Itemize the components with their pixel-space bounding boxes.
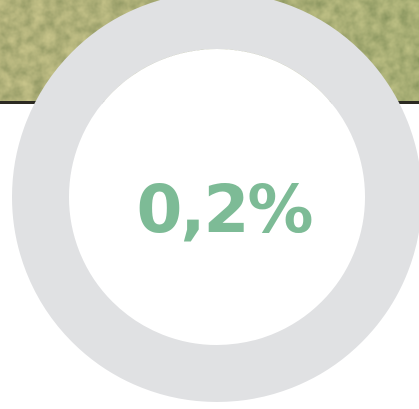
percentage-label: 0,2% bbox=[136, 171, 312, 248]
ring-center bbox=[69, 49, 365, 345]
progress-ring bbox=[12, 0, 419, 402]
